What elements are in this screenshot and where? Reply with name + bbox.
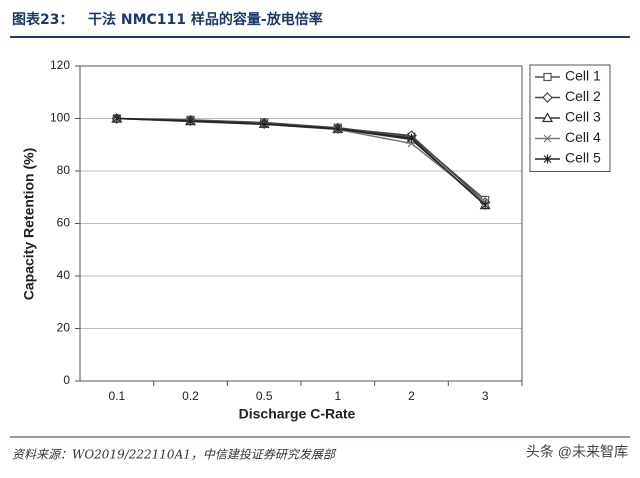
legend-label: Cell 2 [565,88,601,104]
y-tick-label: 120 [50,58,70,72]
data-point [407,133,416,143]
figure-label: 图表23： [12,11,73,28]
x-tick-label: 3 [482,389,489,403]
data-point [186,116,195,126]
y-tick-label: 40 [57,268,71,282]
data-point [260,119,269,129]
chart-title: 干法 NMC111 样品的容量-放电倍率 [88,11,323,28]
legend-marker [543,72,552,82]
legend-label: Cell 4 [565,129,601,145]
data-point [333,124,342,134]
legend-label: Cell 1 [565,68,601,84]
y-tick-label: 0 [63,373,70,387]
legend-marker [543,134,552,143]
legend-marker [541,112,554,123]
y-axis-label: Capacity Retention (%) [21,148,37,300]
legend-marker [543,154,552,164]
series-line [116,117,486,206]
x-tick-label: 0.5 [256,389,273,403]
legend-marker [542,92,553,103]
x-tick-label: 2 [408,389,415,403]
legend-label: Cell 3 [565,109,601,125]
y-tick-label: 20 [57,321,71,335]
source: 资料来源：WO2019/222110A1，中信建投证券研究发展部 [12,448,337,462]
legend: Cell 1 Cell 2 Cell 3 Cell 4 Cell 5 [529,64,611,172]
data-point [112,114,121,123]
y-tick-label: 100 [50,111,70,125]
watermark: 头条 @未来智库 [526,444,628,460]
y-tick-label: 80 [57,163,71,177]
y-tick-label: 60 [57,216,71,230]
x-axis-label: Discharge C-Rate [239,406,356,422]
x-tick-label: 0.1 [108,389,125,403]
x-tick-label: 1 [334,389,341,403]
x-tick-label: 0.2 [182,389,199,403]
data-point [481,200,490,210]
legend-label: Cell 5 [565,150,601,166]
